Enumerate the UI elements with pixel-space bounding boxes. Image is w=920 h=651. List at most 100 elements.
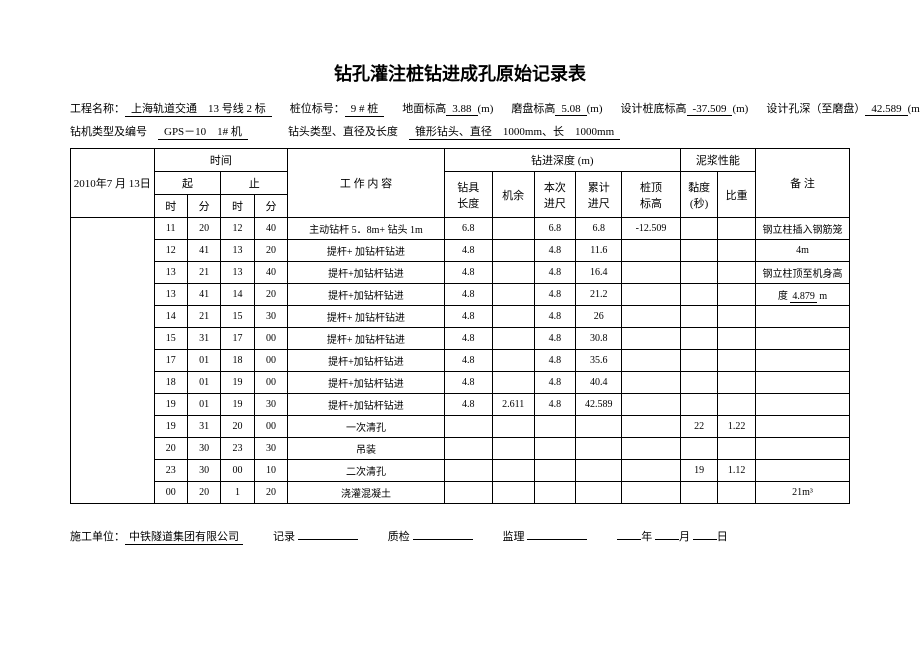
cell-left: 2.611 [492, 394, 534, 416]
cell-work: 提杆+ 加钻杆钻进 [288, 306, 445, 328]
cell-top [622, 262, 681, 284]
cell-eh: 1 [221, 482, 254, 504]
th-minute: 分 [254, 195, 287, 218]
table-row: 12411320提杆+ 加钻杆钻进4.84.811.64m [71, 240, 850, 262]
unit-m: (m) [587, 103, 603, 115]
th-total: 累计进尺 [576, 172, 622, 218]
cell-work: 提杆+加钻杆钻进 [288, 284, 445, 306]
cell-sh: 20 [154, 438, 187, 460]
cell-eh: 13 [221, 240, 254, 262]
cell-tot: 40.4 [576, 372, 622, 394]
cell-sh: 19 [154, 416, 187, 438]
cell-sm: 01 [187, 372, 220, 394]
year-value [617, 539, 641, 540]
cell-tot [576, 482, 622, 504]
cell-left [492, 460, 534, 482]
table-row: 20302330吊装 [71, 438, 850, 460]
table-row: 17011800提杆+加钻杆钻进4.84.835.6 [71, 350, 850, 372]
table-row: 19011930提杆+加钻杆钻进4.82.6114.842.589 [71, 394, 850, 416]
ground-value: 3.88 [446, 103, 477, 116]
cell-sm: 31 [187, 416, 220, 438]
cell-this [534, 438, 576, 460]
cell-sh: 18 [154, 372, 187, 394]
cell-len [444, 460, 492, 482]
cell-rem [755, 438, 849, 460]
cell-sm: 30 [187, 460, 220, 482]
pile-value: 9 # 桩 [345, 100, 385, 117]
cell-len [444, 482, 492, 504]
head-label: 钻头类型、直径及长度 [288, 126, 398, 138]
cell-tot [576, 438, 622, 460]
org-label: 施工单位： [70, 531, 125, 543]
table-row: 13411420提杆+加钻杆钻进4.84.821.2度 4.879 m [71, 284, 850, 306]
cell-this: 4.8 [534, 328, 576, 350]
table-row: 23300010二次清孔191.12 [71, 460, 850, 482]
cell-sm: 41 [187, 240, 220, 262]
th-slurry: 泥浆性能 [680, 149, 755, 172]
drill-value: GPS－10 1# 机 [158, 123, 248, 140]
cell-work: 浇灌混凝土 [288, 482, 445, 504]
drill-label: 钻机类型及编号 [70, 126, 147, 138]
cell-sg [718, 240, 756, 262]
cell-left [492, 262, 534, 284]
cell-v [680, 218, 718, 240]
cell-rem: 钢立柱顶至机身高 [755, 262, 849, 284]
page-title: 钻孔灌注桩钻进成孔原始记录表 [70, 60, 850, 86]
cell-rem [755, 416, 849, 438]
design-depth-label: 设计孔深（至磨盘） [766, 103, 865, 115]
cell-left [492, 350, 534, 372]
head-value: 锥形钻头、直径 1000mm、长 1000mm [409, 123, 620, 140]
th-sg: 比重 [718, 172, 756, 218]
cell-left [492, 306, 534, 328]
cell-len [444, 416, 492, 438]
sup-value [527, 539, 587, 540]
pile-label: 桩位标号： [290, 103, 345, 115]
cell-len: 4.8 [444, 350, 492, 372]
qc-label: 质检 [388, 531, 410, 543]
cell-sm: 01 [187, 350, 220, 372]
cell-em: 00 [254, 416, 287, 438]
cell-sm: 21 [187, 306, 220, 328]
cell-em: 30 [254, 306, 287, 328]
cell-sh: 13 [154, 284, 187, 306]
cell-sg [718, 306, 756, 328]
cell-work: 吊装 [288, 438, 445, 460]
table-row: 14211530提杆+ 加钻杆钻进4.84.826 [71, 306, 850, 328]
cell-work: 提杆+ 加钻杆钻进 [288, 328, 445, 350]
cell-v [680, 306, 718, 328]
cell-tot: 21.2 [576, 284, 622, 306]
th-visc: 黏度(秒) [680, 172, 718, 218]
cell-top [622, 350, 681, 372]
cell-top [622, 460, 681, 482]
cell-this: 4.8 [534, 372, 576, 394]
cell-left [492, 438, 534, 460]
cell-sg: 1.22 [718, 416, 756, 438]
plate-value: 5.08 [555, 103, 586, 116]
cell-em: 20 [254, 482, 287, 504]
date-cell [71, 218, 155, 504]
cell-work: 提杆+ 加钻杆钻进 [288, 240, 445, 262]
cell-v [680, 482, 718, 504]
th-top: 桩顶标高 [622, 172, 681, 218]
cell-top [622, 482, 681, 504]
th-hour: 时 [154, 195, 187, 218]
cell-em: 40 [254, 262, 287, 284]
cell-left [492, 372, 534, 394]
cell-sg [718, 284, 756, 306]
cell-work: 一次清孔 [288, 416, 445, 438]
cell-len: 4.8 [444, 262, 492, 284]
cell-sh: 12 [154, 240, 187, 262]
cell-em: 20 [254, 240, 287, 262]
cell-rem [755, 350, 849, 372]
cell-em: 10 [254, 460, 287, 482]
cell-sg [718, 394, 756, 416]
cell-sh: 00 [154, 482, 187, 504]
cell-this: 4.8 [534, 306, 576, 328]
cell-left [492, 240, 534, 262]
rec-label: 记录 [273, 531, 295, 543]
cell-v [680, 240, 718, 262]
cell-sh: 17 [154, 350, 187, 372]
design-depth-value: 42.589 [865, 103, 907, 116]
cell-this: 4.8 [534, 240, 576, 262]
cell-top [622, 438, 681, 460]
